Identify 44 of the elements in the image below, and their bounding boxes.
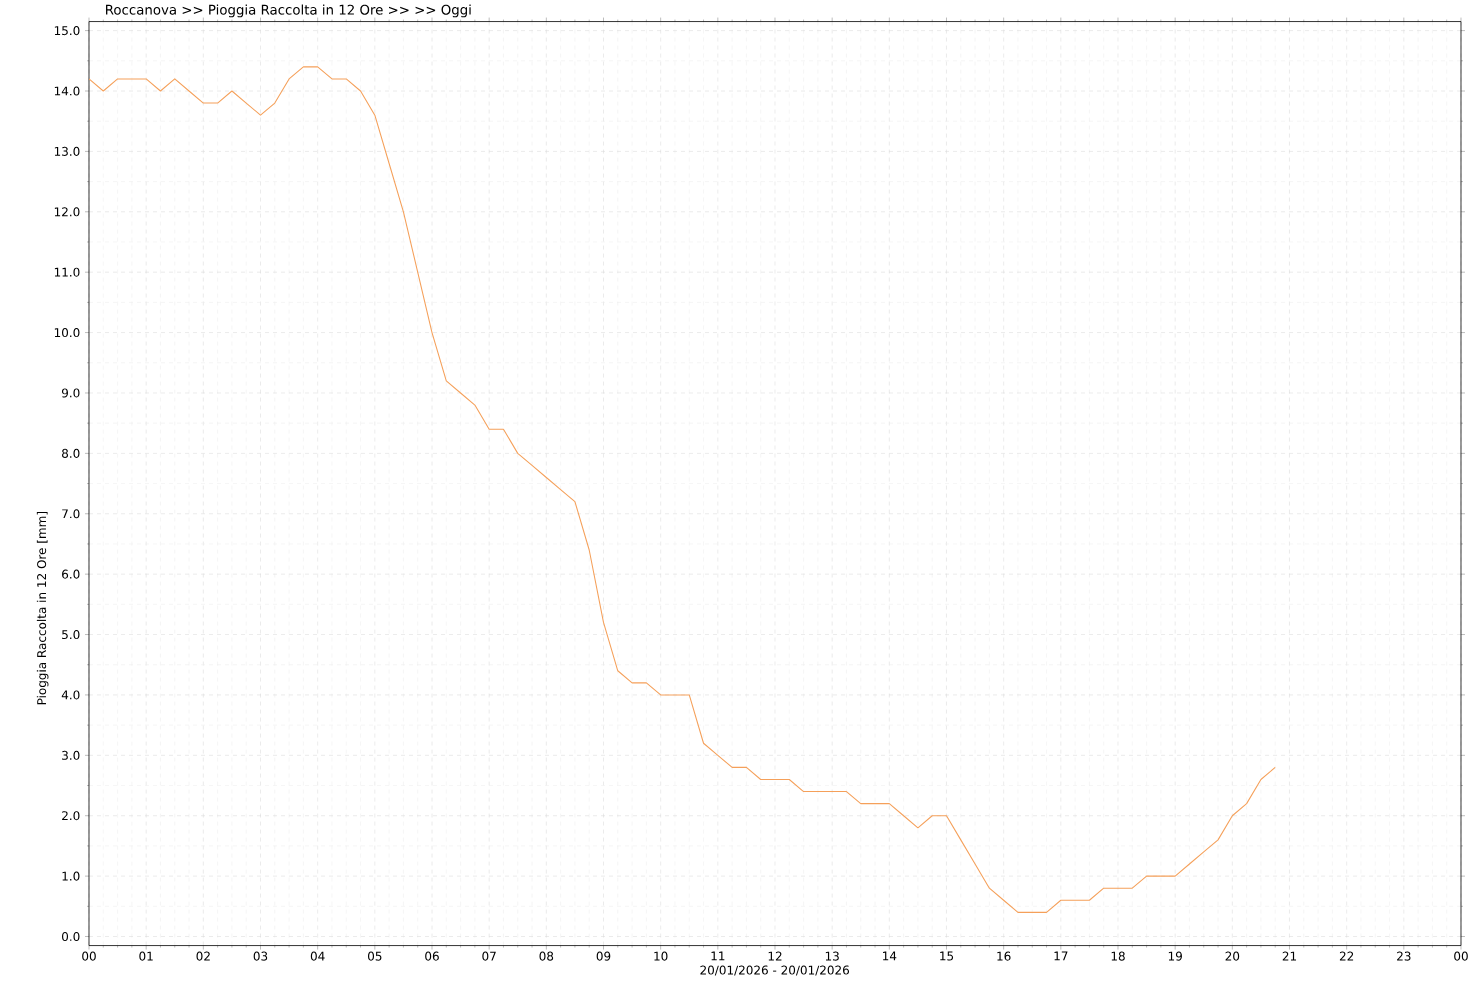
x-tick-label: 17 xyxy=(1054,951,1068,961)
x-tick-label: 21 xyxy=(1282,951,1297,961)
y-tick-label: 9.0 xyxy=(61,388,80,398)
y-axis-title: Pioggia Raccolta in 12 Ore [mm] xyxy=(36,512,49,705)
x-tick-label: 03 xyxy=(253,951,268,961)
y-tick-label: 12.0 xyxy=(54,207,80,217)
chart-title: Roccanova >> Pioggia Raccolta in 12 Ore >> >> Oggi xyxy=(106,4,471,18)
y-tick-label: 7.0 xyxy=(62,509,80,519)
x-axis-title: 20/01/2026 - 20/01/2026 xyxy=(700,965,850,976)
y-tick-label: 10.0 xyxy=(54,328,80,338)
x-tick-label: 14 xyxy=(883,951,897,961)
x-tick-label: 00 xyxy=(82,951,96,961)
y-tick-label: 5.0 xyxy=(62,630,80,640)
x-tick-label: 02 xyxy=(196,951,210,961)
y-tick-label: 4.0 xyxy=(61,690,80,700)
x-tick-label: 13 xyxy=(825,951,839,961)
x-tick-label: 22 xyxy=(1339,951,1354,961)
x-tick-label: 10 xyxy=(654,951,668,961)
x-tick-label: 07 xyxy=(482,951,496,961)
x-tick-label: 12 xyxy=(768,951,782,961)
x-tick-label: 11 xyxy=(711,951,725,961)
x-tick-label: 05 xyxy=(367,951,382,961)
y-tick-label: 1.0 xyxy=(62,871,80,881)
y-tick-label: 13.0 xyxy=(54,147,80,157)
y-tick-label: 2.0 xyxy=(62,811,80,821)
x-tick-label: 01 xyxy=(139,951,153,961)
x-tick-label: 08 xyxy=(539,951,554,961)
x-tick-label: 00 xyxy=(1454,951,1468,961)
x-tick-label: 09 xyxy=(596,951,611,961)
y-tick-label: 8.0 xyxy=(62,449,80,459)
y-tick-label: 11.0 xyxy=(54,267,80,277)
y-tick-label: 15.0 xyxy=(54,26,80,36)
x-tick-label: 04 xyxy=(310,951,325,961)
y-tick-label: 14.0 xyxy=(54,86,80,96)
x-tick-label: 23 xyxy=(1397,951,1411,961)
x-tick-label: 18 xyxy=(1111,951,1125,961)
y-tick-label: 3.0 xyxy=(62,751,80,761)
x-tick-label: 15 xyxy=(940,951,954,961)
y-tick-label: 0.0 xyxy=(62,932,80,942)
x-tick-label: 19 xyxy=(1168,951,1182,961)
x-tick-label: 20 xyxy=(1225,951,1240,961)
y-tick-label: 6.0 xyxy=(62,569,80,579)
x-tick-label: 16 xyxy=(997,951,1011,961)
x-tick-label: 06 xyxy=(425,951,439,961)
